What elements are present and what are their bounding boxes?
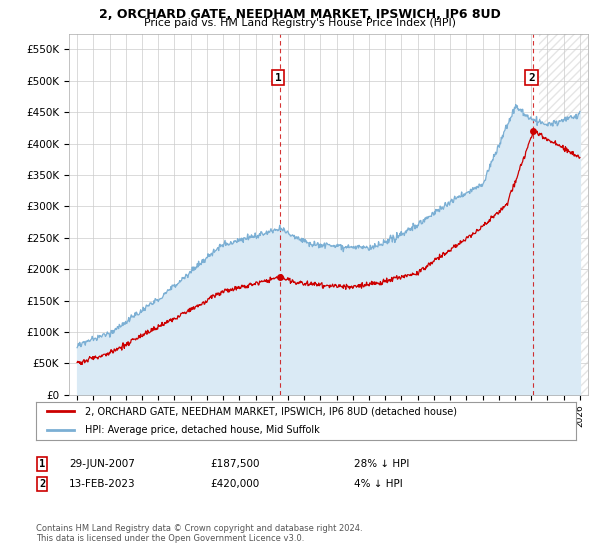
Text: £420,000: £420,000 — [210, 479, 259, 489]
Text: 2: 2 — [39, 479, 45, 489]
Text: 2, ORCHARD GATE, NEEDHAM MARKET, IPSWICH, IP6 8UD: 2, ORCHARD GATE, NEEDHAM MARKET, IPSWICH… — [99, 8, 501, 21]
Text: 1: 1 — [275, 73, 281, 82]
Text: 28% ↓ HPI: 28% ↓ HPI — [354, 459, 409, 469]
Text: Price paid vs. HM Land Registry's House Price Index (HPI): Price paid vs. HM Land Registry's House … — [144, 18, 456, 28]
Text: Contains HM Land Registry data © Crown copyright and database right 2024.
This d: Contains HM Land Registry data © Crown c… — [36, 524, 362, 543]
Text: 2, ORCHARD GATE, NEEDHAM MARKET, IPSWICH, IP6 8UD (detached house): 2, ORCHARD GATE, NEEDHAM MARKET, IPSWICH… — [85, 406, 457, 416]
Text: 29-JUN-2007: 29-JUN-2007 — [69, 459, 135, 469]
Text: 1: 1 — [39, 459, 45, 469]
Text: HPI: Average price, detached house, Mid Suffolk: HPI: Average price, detached house, Mid … — [85, 425, 319, 435]
Text: 4% ↓ HPI: 4% ↓ HPI — [354, 479, 403, 489]
Bar — [539, 34, 588, 395]
Text: 2: 2 — [528, 73, 535, 82]
Text: 13-FEB-2023: 13-FEB-2023 — [69, 479, 136, 489]
Text: £187,500: £187,500 — [210, 459, 260, 469]
